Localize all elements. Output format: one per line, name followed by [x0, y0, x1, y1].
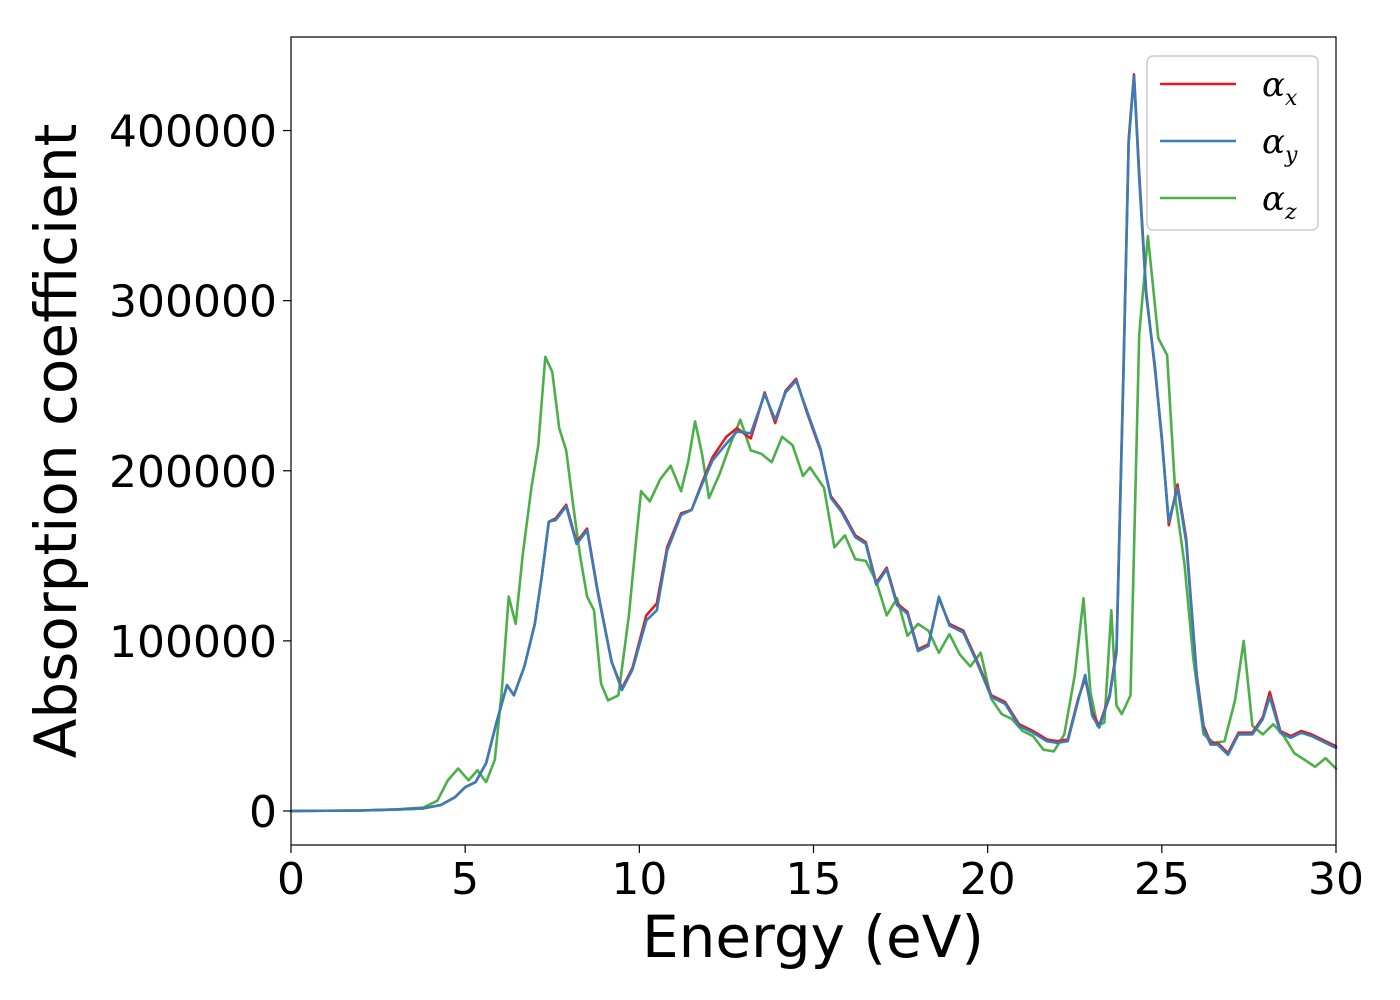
- legend-label-x: αx: [1262, 65, 1298, 111]
- y-tick-label: 200000: [109, 447, 277, 498]
- y-tick-label: 300000: [109, 277, 277, 328]
- y-tick-label: 100000: [109, 617, 277, 668]
- series-line-y: [289, 74, 1338, 813]
- series-layer: [289, 73, 1338, 813]
- x-tick-label: 10: [611, 854, 667, 905]
- x-axis: 0 5 10 15 20 25 30: [277, 845, 1364, 905]
- x-tick-label: 25: [1134, 854, 1190, 905]
- x-tick-label: 0: [277, 854, 305, 905]
- y-tick-label: 0: [249, 787, 277, 838]
- legend-subscript: y: [1284, 143, 1298, 168]
- y-axis: 0 100000 200000 300000 400000: [109, 107, 291, 838]
- series-line-z: [289, 234, 1338, 813]
- legend-frame: [1146, 55, 1319, 231]
- legend-label-z: αz: [1262, 179, 1297, 225]
- legend-label-y: αy: [1262, 122, 1298, 168]
- x-tick-label: 30: [1308, 854, 1364, 905]
- y-axis-label: Absorption coefficient: [22, 124, 90, 759]
- x-tick-label: 15: [786, 854, 842, 905]
- legend-symbol: α: [1262, 122, 1285, 162]
- x-tick-label: 5: [451, 854, 479, 905]
- legend-symbol: α: [1262, 179, 1285, 219]
- legend-symbol: α: [1262, 65, 1285, 105]
- y-tick-label: 400000: [109, 107, 277, 158]
- legend-subscript: x: [1285, 86, 1298, 111]
- x-axis-label: Energy (eV): [642, 903, 984, 971]
- x-tick-label: 20: [960, 854, 1016, 905]
- legend-subscript: z: [1284, 200, 1297, 225]
